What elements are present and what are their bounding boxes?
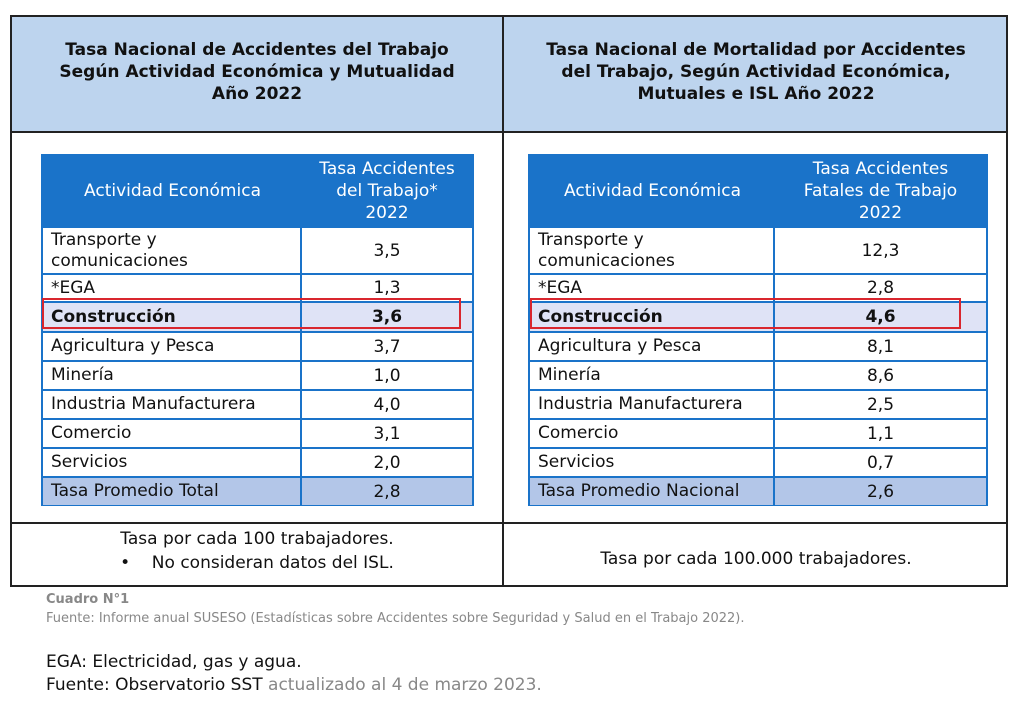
accident-rate-table: Actividad Económica Tasa Accidentes del … <box>41 154 474 506</box>
rate-cell: 8,6 <box>866 365 895 386</box>
highlight-box-right <box>530 298 961 329</box>
activity-cell: Agricultura y Pesca <box>530 333 775 360</box>
highlight-box-left <box>42 298 461 329</box>
comparison-table: Tasa Nacional de Accidentes del Trabajo … <box>10 15 1008 587</box>
activity-cell: Tasa Promedio Nacional <box>530 478 775 505</box>
rate-cell: 2,6 <box>866 481 895 502</box>
left-note: Tasa por cada 100 trabajadores. • No con… <box>12 527 502 575</box>
column-header-activity: Actividad Económica <box>564 181 741 201</box>
rate-cell: 12,3 <box>861 240 900 261</box>
left-note-bullet-text: No consideran datos del ISL. <box>151 553 394 573</box>
rate-cell: 0,7 <box>866 452 895 473</box>
rate-cell: 2,0 <box>373 452 401 473</box>
rate-cell: 1,3 <box>373 278 401 298</box>
activity-cell: *EGA <box>43 275 302 301</box>
activity-cell: Minería <box>530 362 775 389</box>
rate-cell: 3,6 <box>371 307 403 327</box>
activity-cell: Transporte y comunicaciones <box>530 228 775 273</box>
table-body: Transporte y comunicaciones 3,5 *EGA 1,3 Con… <box>43 226 472 505</box>
rate-cell: 1,0 <box>373 365 401 386</box>
updated-date: actualizado al 4 de marzo 2023. <box>262 675 542 695</box>
activity-cell: Construcción <box>43 303 302 331</box>
rate-cell: 8,1 <box>866 336 895 357</box>
table-row: Construcción 4,6 <box>530 301 986 331</box>
table-body: Transporte y comunicaciones 12,3 *EGA 2,8 Co… <box>530 226 986 505</box>
rate-cell: 3,1 <box>373 423 401 444</box>
activity-cell: Comercio <box>530 420 775 447</box>
total-row: Tasa Promedio Nacional 2,6 <box>530 476 986 505</box>
activity-cell: Tasa Promedio Total <box>43 478 302 505</box>
table-row: Transporte y comunicaciones 3,5 <box>43 226 472 273</box>
activity-cell: Industria Manufacturera <box>530 391 775 418</box>
activity-cell: Servicios <box>43 449 302 476</box>
right-note: Tasa por cada 100.000 trabajadores. <box>600 549 912 569</box>
rate-cell: 4,0 <box>373 394 401 415</box>
bullet-icon: • <box>120 553 152 573</box>
rate-cell: 2,5 <box>866 394 895 415</box>
table-row: Industria Manufacturera 4,0 <box>43 389 472 418</box>
table-header: Actividad Económica Tasa Accidentes del … <box>43 156 472 226</box>
table-row: Transporte y comunicaciones 12,3 <box>530 226 986 273</box>
total-row: Tasa Promedio Total 2,8 <box>43 476 472 505</box>
activity-cell: Servicios <box>530 449 775 476</box>
ega-note: EGA: Electricidad, gas y agua. <box>46 652 302 672</box>
table-row: Industria Manufacturera 2,5 <box>530 389 986 418</box>
rate-cell: 4,6 <box>865 307 896 327</box>
activity-cell: Transporte y comunicaciones <box>43 228 302 273</box>
table-row: Comercio 1,1 <box>530 418 986 447</box>
left-title: Tasa Nacional de Accidentes del Trabajo … <box>59 40 455 104</box>
activity-cell: Construcción <box>530 303 775 331</box>
table-row: Construcción 3,6 <box>43 301 472 331</box>
table-row: Agricultura y Pesca 8,1 <box>530 331 986 360</box>
table-row: Servicios 0,7 <box>530 447 986 476</box>
table-row: Minería 1,0 <box>43 360 472 389</box>
table-row: Minería 8,6 <box>530 360 986 389</box>
table-row: *EGA 1,3 <box>43 273 472 301</box>
left-note-line2: • No consideran datos del ISL. <box>12 551 502 575</box>
mortality-rate-table: Actividad Económica Tasa Accidentes Fata… <box>528 154 988 506</box>
caption-source: Fuente: Informe anual SUSESO (Estadístic… <box>46 611 745 626</box>
column-header-rate: Tasa Accidentes Fatales de Trabajo 2022 <box>803 159 958 223</box>
source-label: Fuente: Observatorio SST <box>46 675 263 695</box>
activity-cell: Comercio <box>43 420 302 447</box>
table-row: Agricultura y Pesca 3,7 <box>43 331 472 360</box>
footer-divider <box>12 522 1006 524</box>
activity-cell: *EGA <box>530 275 775 301</box>
table-row: Comercio 3,1 <box>43 418 472 447</box>
column-divider <box>502 17 504 585</box>
activity-cell: Minería <box>43 362 302 389</box>
activity-cell: Industria Manufacturera <box>43 391 302 418</box>
rate-cell: 3,7 <box>373 336 401 357</box>
activity-cell: Agricultura y Pesca <box>43 333 302 360</box>
rate-cell: 2,8 <box>373 481 401 502</box>
left-note-line1: Tasa por cada 100 trabajadores. <box>120 529 394 549</box>
table-row: Servicios 2,0 <box>43 447 472 476</box>
column-header-rate: Tasa Accidentes del Trabajo* 2022 <box>319 159 455 223</box>
column-header-activity: Actividad Económica <box>84 181 261 201</box>
right-title: Tasa Nacional de Mortalidad por Accident… <box>546 40 966 104</box>
caption-label: Cuadro N°1 <box>46 592 130 607</box>
rate-cell: 2,8 <box>866 278 895 298</box>
header-row <box>12 17 1006 133</box>
rate-cell: 1,1 <box>866 423 895 444</box>
rate-cell: 3,5 <box>373 240 401 261</box>
table-header: Actividad Económica Tasa Accidentes Fata… <box>530 156 986 226</box>
table-row: *EGA 2,8 <box>530 273 986 301</box>
footer-source: Fuente: Observatorio SST actualizado al … <box>46 675 542 695</box>
